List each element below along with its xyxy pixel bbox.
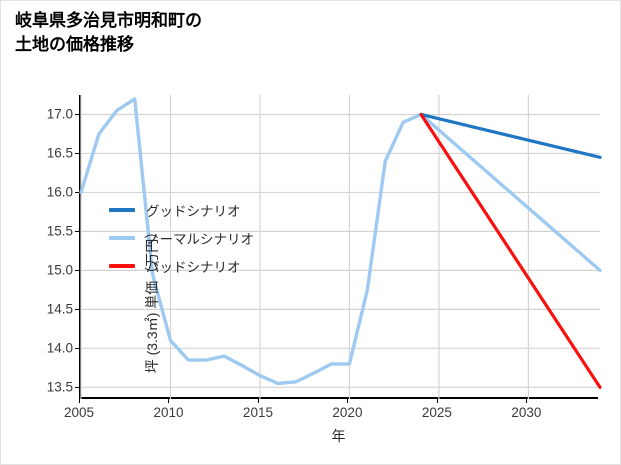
legend-item[interactable]: バッドシナリオ	[109, 257, 254, 275]
data-series-layer	[79, 97, 602, 389]
series-line	[419, 112, 602, 159]
legend-item-label: グッドシナリオ	[146, 204, 241, 219]
x-tick-mark	[79, 399, 80, 403]
x-axis-label: 年	[331, 428, 346, 444]
x-tick-label: 2025	[421, 405, 452, 420]
chart-legend: グッドシナリオ ノーマルシナリオ バッドシナリオ	[109, 201, 254, 275]
x-tick-label: 2015	[242, 405, 273, 420]
legend-color-swatch	[109, 236, 135, 240]
y-tick-label: 14.0	[46, 340, 73, 356]
page-title: 岐阜県多治見市明和町の 土地の価格推移	[15, 11, 202, 55]
y-tick-label: 15.0	[46, 262, 73, 278]
series-line	[79, 97, 602, 386]
y-tick-mark	[75, 387, 79, 389]
y-tick-mark	[75, 348, 79, 350]
x-tick-mark	[257, 399, 259, 403]
plot-area	[79, 95, 602, 399]
x-tick-mark	[526, 399, 528, 403]
y-tick-mark	[75, 231, 79, 233]
legend-color-swatch	[109, 264, 135, 268]
y-tick-label: 13.5	[46, 379, 73, 395]
y-tick-mark	[75, 270, 79, 272]
legend-item-label: バッドシナリオ	[146, 260, 241, 275]
y-axis-label: 坪 (3.3㎡) 単価（万円）	[144, 224, 160, 374]
y-tick-mark	[75, 192, 79, 194]
legend-color-swatch	[109, 208, 135, 212]
x-tick-label: 2020	[332, 405, 363, 420]
x-tick-mark	[347, 399, 349, 403]
x-tick-label: 2010	[153, 405, 184, 420]
legend-item[interactable]: ノーマルシナリオ	[109, 229, 254, 247]
y-tick-mark	[75, 309, 79, 311]
legend-item[interactable]: グッドシナリオ	[109, 201, 254, 219]
y-tick-mark	[75, 114, 79, 116]
y-tick-label: 17.0	[46, 106, 73, 122]
gridlines	[80, 95, 600, 399]
x-tick-label: 2030	[511, 405, 542, 420]
y-tick-label: 16.5	[46, 145, 73, 161]
series-line	[419, 112, 602, 389]
x-tick-mark	[168, 399, 170, 403]
y-tick-label: 15.5	[46, 223, 73, 239]
y-tick-mark	[75, 153, 79, 155]
x-tick-label: 2005	[63, 405, 95, 420]
x-axis-ticks: 2005 2010 2015 2020 2025 2030	[64, 405, 598, 425]
y-tick-label: 16.0	[46, 184, 73, 200]
y-axis-ticks: 13.5 14.0 14.5 15.0 15.5 16.0 16.5 17.0	[27, 95, 73, 399]
y-tick-label: 14.5	[46, 301, 73, 317]
x-tick-mark	[436, 399, 438, 403]
legend-item-label: ノーマルシナリオ	[146, 232, 254, 247]
